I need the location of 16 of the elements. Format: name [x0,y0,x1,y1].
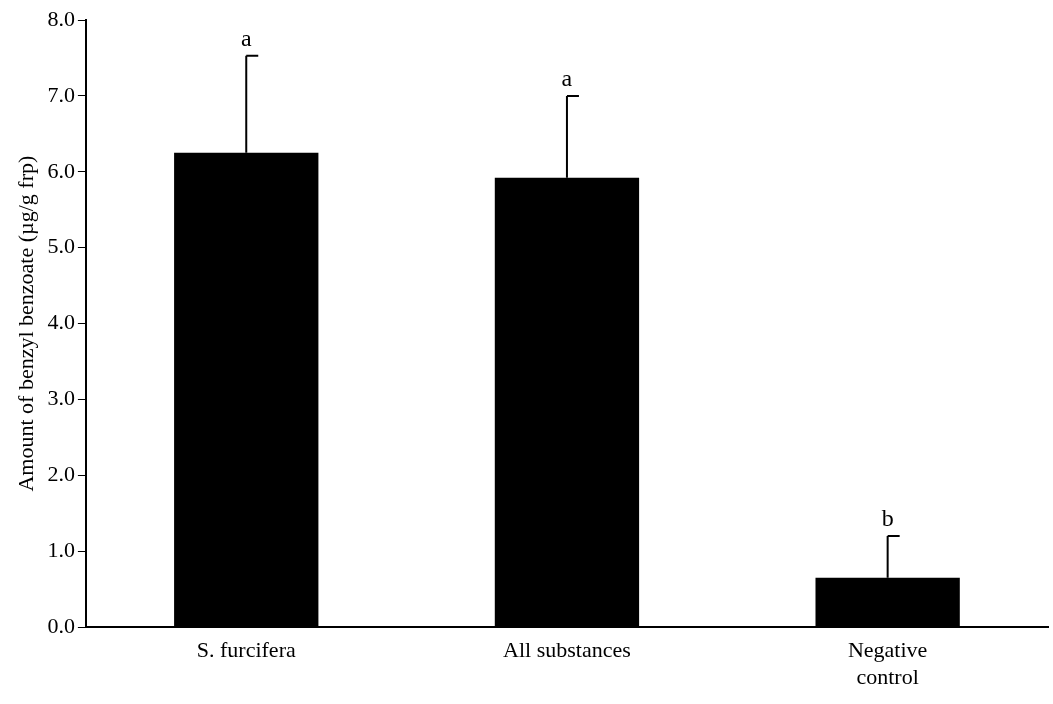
annotation: a [561,65,573,92]
y-tick-label: 5.0 [47,233,75,259]
y-tick-label: 6.0 [47,157,75,183]
x-tick-label: Negative control [847,637,928,689]
y-tick-label: 4.0 [47,309,75,335]
annotation: a [240,24,252,51]
y-tick-label: 3.0 [47,385,75,411]
y-tick-label: 1.0 [47,537,75,563]
y-tick-label: 2.0 [47,461,75,487]
y-axis-title: Amount of benzyl benzoate (µg/g frp) [12,155,38,492]
y-tick-label: 8.0 [47,5,75,31]
annotation: b [881,505,894,532]
y-tick-label: 0.0 [47,612,75,638]
y-tick-label: 7.0 [47,81,75,107]
x-tick-label: S. furcifera [196,637,296,663]
x-tick-label: All substances [503,637,631,663]
